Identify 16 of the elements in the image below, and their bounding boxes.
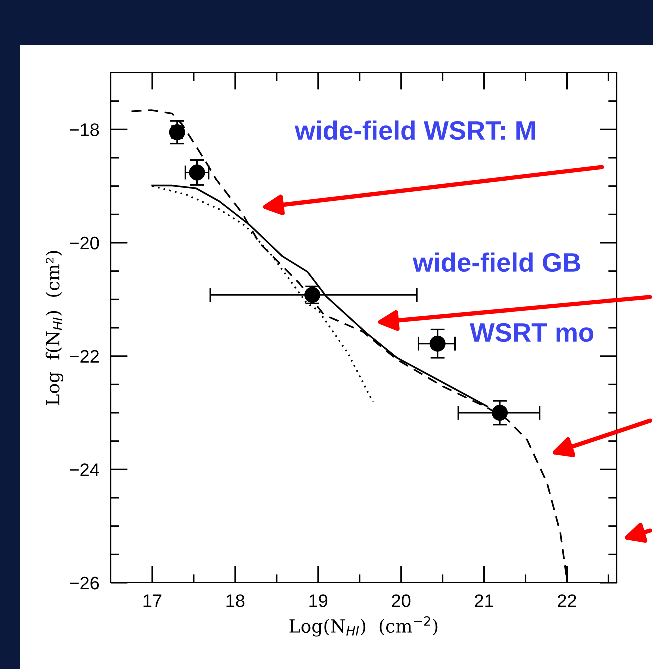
y-tick-label: −22 (70, 350, 99, 363)
x-tick-label: 21 (475, 594, 494, 608)
annotation: wide-field GB (412, 252, 580, 272)
annotation: wide-field WSRT: M (294, 120, 536, 140)
x-tick-label: 19 (310, 594, 328, 608)
y-tick-label: −20 (70, 236, 100, 250)
y-tick-label: −26 (70, 576, 100, 590)
y-tick-label: −24 (70, 464, 100, 476)
x-axis-title: Log(N$_{HI}$) (cm$^{−2}$) (290, 616, 438, 637)
y-tick-label: −18 (70, 124, 100, 136)
x-tick-label: 17 (144, 594, 162, 608)
x-tick-label: 22 (558, 594, 576, 608)
y-axis-title: Log f(N$_{HI}$) (cm²) (46, 251, 64, 406)
x-tick-label: 18 (226, 594, 245, 608)
annotation: WSRT mo (470, 323, 594, 342)
x-tick-label: 20 (392, 594, 411, 608)
